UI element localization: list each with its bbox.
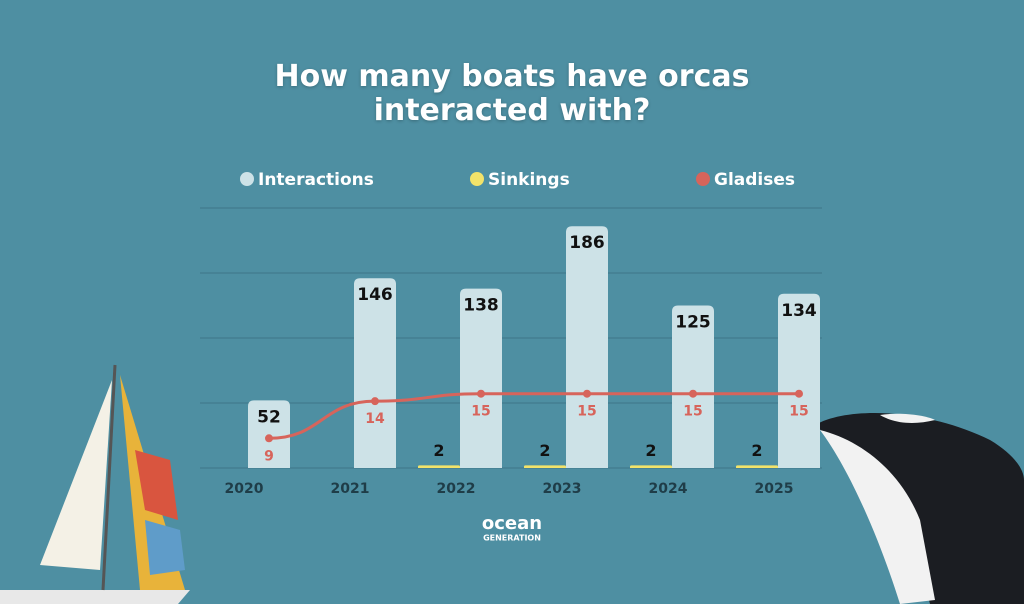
x-tick-label: 2021 — [331, 481, 370, 497]
data-label: 15 — [471, 404, 490, 420]
data-label: 2 — [751, 441, 762, 460]
bar — [354, 278, 396, 468]
x-tick-label: 2022 — [437, 481, 476, 497]
line-point — [477, 389, 485, 398]
data-label: 2 — [539, 441, 550, 460]
bar — [460, 288, 502, 468]
line-point — [583, 389, 591, 398]
data-label: 125 — [675, 313, 711, 333]
data-label: 138 — [463, 296, 499, 316]
x-tick-label: 2023 — [543, 481, 582, 497]
bar — [630, 465, 672, 468]
bar — [566, 226, 608, 468]
data-label: 52 — [257, 407, 281, 427]
legend-swatch — [470, 172, 484, 186]
line-point — [795, 389, 803, 398]
bar — [672, 305, 714, 468]
data-label: 15 — [683, 404, 702, 420]
data-label: 146 — [357, 285, 393, 305]
x-tick-label: 2025 — [755, 481, 794, 497]
x-tick-label: 2024 — [649, 481, 688, 497]
data-label: 14 — [365, 411, 385, 427]
line-point — [265, 434, 273, 443]
brand-name: ocean — [482, 513, 542, 534]
line-point — [689, 389, 697, 398]
sailboat — [0, 364, 190, 604]
brand-sub: GENERATION — [483, 534, 541, 543]
orca — [815, 413, 1024, 604]
bar — [248, 400, 290, 468]
bar — [524, 465, 566, 468]
legend-swatch — [696, 172, 710, 186]
data-label: 134 — [781, 301, 817, 321]
chart-title: How many boats have orcas interacted wit… — [274, 59, 750, 128]
data-label: 15 — [577, 404, 596, 420]
legend-swatch — [240, 172, 254, 186]
bar — [418, 465, 460, 468]
legend-label: Sinkings — [488, 170, 570, 190]
data-label: 9 — [264, 448, 274, 464]
bar — [778, 293, 820, 468]
line — [268, 392, 799, 440]
legend-label: Interactions — [258, 170, 374, 190]
legend-label: Gladises — [714, 170, 795, 190]
x-tick-label: 2020 — [225, 481, 264, 497]
data-label: 15 — [789, 404, 808, 420]
data-label: 2 — [645, 441, 656, 460]
line-point — [371, 397, 379, 406]
data-label: 2 — [433, 441, 444, 460]
data-label: 186 — [569, 233, 605, 253]
bar — [736, 465, 778, 468]
